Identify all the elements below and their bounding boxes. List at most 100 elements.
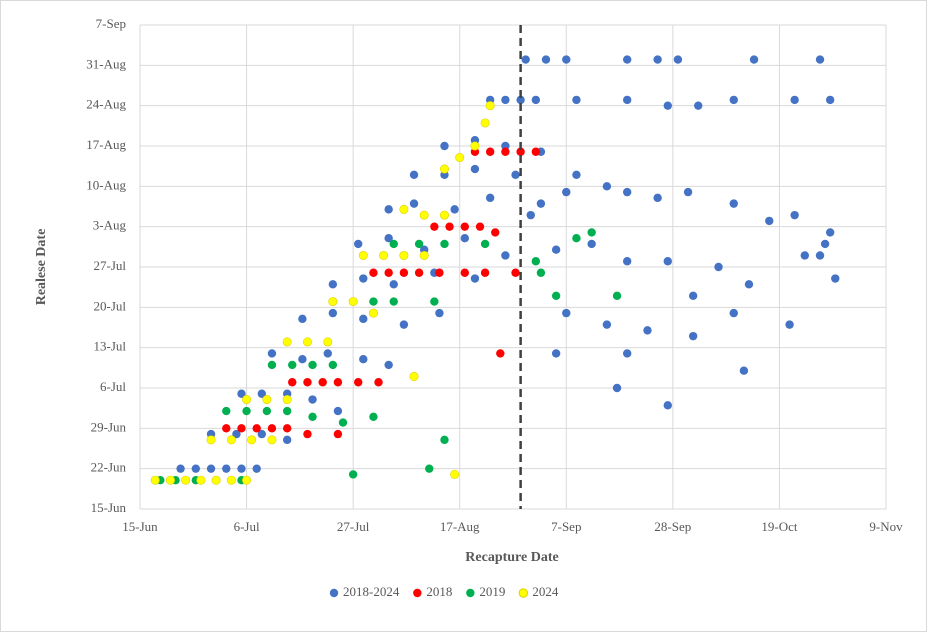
data-point	[430, 222, 439, 231]
data-point	[318, 378, 327, 387]
data-point	[302, 337, 312, 347]
data-point	[602, 182, 612, 191]
data-point	[389, 280, 398, 289]
data-point	[470, 141, 480, 151]
data-point	[460, 222, 469, 231]
data-point	[211, 475, 221, 485]
data-point	[282, 424, 292, 433]
data-point	[242, 475, 252, 485]
data-point	[694, 101, 703, 110]
data-point	[222, 406, 231, 416]
data-point	[226, 435, 236, 445]
data-point	[440, 141, 449, 151]
data-point	[622, 55, 632, 64]
data-point	[328, 297, 338, 307]
y-tick-label: 31-Aug	[86, 56, 126, 71]
data-point	[739, 366, 749, 375]
data-point	[673, 55, 683, 64]
data-point	[369, 412, 378, 422]
data-point	[308, 412, 317, 422]
data-point	[562, 55, 571, 64]
data-point	[440, 239, 449, 249]
data-point	[765, 216, 774, 226]
data-point	[196, 475, 206, 485]
data-point	[790, 210, 799, 220]
data-point	[622, 257, 632, 266]
data-point	[374, 378, 383, 387]
data-point	[531, 147, 541, 156]
data-point	[176, 464, 185, 473]
data-point	[262, 406, 272, 416]
data-point	[501, 95, 510, 105]
data-point	[323, 337, 333, 347]
data-point	[222, 424, 231, 433]
data-point	[729, 308, 738, 318]
x-tick-label: 28-Sep	[654, 519, 691, 534]
data-point	[475, 222, 485, 231]
legend-marker	[466, 588, 475, 598]
data-point	[485, 147, 495, 156]
x-tick-label: 17-Aug	[440, 519, 480, 534]
data-point	[440, 435, 449, 445]
data-point	[602, 320, 612, 329]
data-point	[368, 308, 378, 318]
data-point	[222, 464, 231, 473]
data-point	[480, 118, 490, 128]
data-point	[562, 308, 571, 318]
data-point	[439, 210, 449, 220]
data-point	[526, 210, 535, 220]
data-point	[455, 153, 465, 163]
data-point	[622, 349, 632, 358]
data-point	[267, 349, 277, 358]
data-point	[257, 429, 266, 439]
data-point	[338, 418, 348, 427]
data-point	[409, 199, 419, 208]
data-point	[267, 435, 277, 445]
data-point	[298, 354, 307, 364]
y-tick-label: 15-Jun	[91, 500, 127, 515]
data-point	[257, 389, 266, 398]
data-point	[541, 55, 551, 64]
data-point	[714, 262, 723, 272]
data-point	[379, 250, 389, 260]
data-point	[825, 228, 835, 237]
data-point	[470, 164, 480, 174]
data-point	[450, 205, 459, 214]
data-point	[181, 475, 191, 485]
data-point	[435, 268, 444, 277]
data-point	[501, 251, 510, 260]
data-point	[237, 424, 246, 433]
y-tick-label: 10-Aug	[86, 177, 126, 192]
data-point	[414, 239, 424, 249]
x-tick-label: 9-Nov	[869, 519, 903, 534]
data-point	[348, 297, 358, 307]
data-point	[460, 268, 469, 277]
data-point	[663, 401, 672, 410]
data-point	[511, 268, 520, 277]
data-point	[820, 239, 830, 249]
data-point	[749, 55, 759, 64]
data-point	[511, 170, 520, 180]
data-point	[425, 464, 434, 473]
legend-label: 2024	[532, 584, 559, 599]
data-point	[389, 297, 398, 306]
data-point	[226, 475, 236, 485]
data-point	[445, 222, 454, 231]
x-tick-label: 19-Oct	[761, 519, 797, 534]
x-tick-label: 15-Jun	[122, 519, 158, 534]
data-point	[622, 95, 632, 105]
data-point	[815, 55, 825, 64]
data-point	[252, 464, 261, 473]
data-point	[729, 95, 738, 105]
data-point	[328, 360, 338, 370]
legend-marker	[329, 588, 339, 598]
data-point	[485, 101, 495, 111]
data-point	[247, 435, 257, 445]
data-point	[252, 424, 261, 433]
data-point	[303, 378, 312, 387]
data-point	[663, 257, 672, 266]
data-point	[480, 239, 490, 249]
data-point	[323, 349, 332, 358]
